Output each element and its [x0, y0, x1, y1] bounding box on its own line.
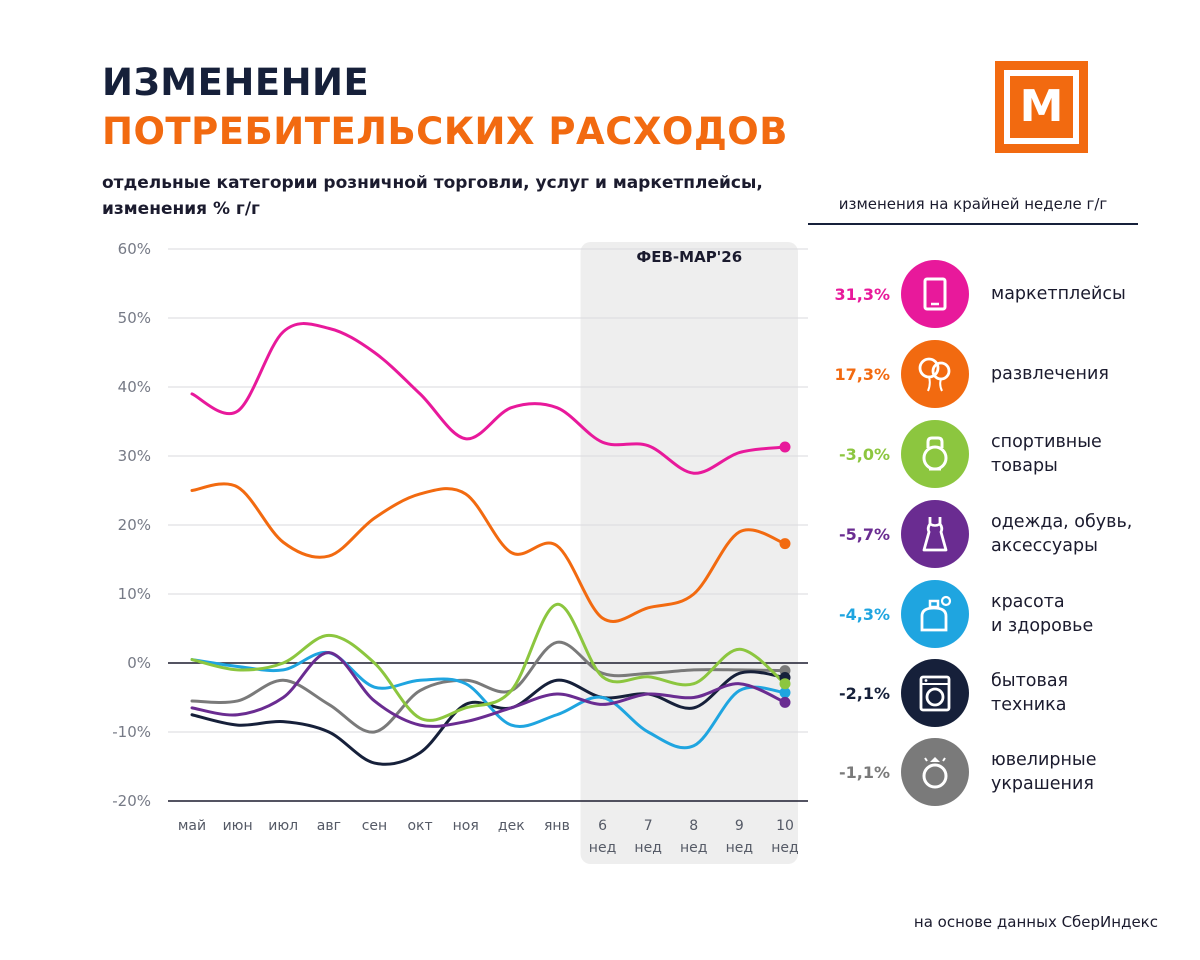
legend-item: -1,1% ювелирные украшения: [808, 738, 1138, 806]
tablet-icon: [901, 260, 969, 328]
legend-item: 31,3% маркетплейсы: [808, 260, 1138, 328]
x-tick-label: 8: [689, 818, 698, 834]
x-tick-label: сен: [362, 818, 387, 834]
x-tick-label: янв: [544, 818, 570, 834]
x-tick-label: 7: [644, 818, 653, 834]
legend-item: 17,3% развлечения: [808, 340, 1138, 408]
title-line-2: ПОТРЕБИТЕЛЬСКИХ РАСХОДОВ: [102, 110, 788, 153]
x-tick-sublabel: нед: [771, 840, 798, 856]
legend-label-line2: техника: [991, 695, 1067, 715]
series-line: [190, 322, 787, 475]
series-line: [190, 650, 787, 750]
legend-header: изменения на крайней неделе г/г: [838, 195, 1108, 213]
legend-item: -5,7% одежда, обувь, аксессуары: [808, 500, 1138, 568]
y-tick-label: -10%: [112, 723, 151, 741]
legend-label: одежда, обувь, аксессуары: [991, 500, 1141, 568]
washing-machine-icon: [901, 659, 969, 727]
line-chart: ФЕВ-МАР'26 60% 50% 40% 30% 20% 10% 0% -10% -20% ма…: [112, 240, 808, 864]
legend-value: -5,7%: [838, 524, 890, 544]
series-end-point: [779, 687, 791, 699]
title-line-1: ИЗМЕНЕНИЕ: [102, 61, 370, 104]
x-tick-label: май: [178, 818, 206, 834]
x-tick-label: июл: [268, 818, 298, 834]
legend-item: -3,0% спортивные товары: [808, 420, 1138, 488]
legend-label: развлечения: [991, 340, 1141, 408]
legend-label: красота и здоровье: [991, 580, 1141, 648]
x-tick-sublabel: нед: [680, 840, 707, 856]
legend-label: бытовая техника: [991, 659, 1141, 727]
legend-label-line1: спортивные: [991, 432, 1102, 452]
ring-icon: [901, 738, 969, 806]
series-end-point: [779, 678, 791, 690]
legend-label: ювелирные украшения: [991, 738, 1141, 806]
balloons-icon: [901, 340, 969, 408]
y-tick-label: 0%: [127, 654, 151, 672]
highlight-label: ФЕВ-МАР'26: [636, 248, 742, 266]
data-source-note: на основе данных СберИндекс: [913, 913, 1158, 931]
dress-icon: [901, 500, 969, 568]
legend-value: -4,3%: [838, 604, 890, 624]
x-tick-sublabel: нед: [726, 840, 753, 856]
legend-divider: [808, 223, 1138, 225]
legend-label-line2: аксессуары: [991, 536, 1098, 556]
series-end-point: [779, 441, 791, 453]
legend-label: спортивные товары: [991, 420, 1141, 488]
x-tick-label: 9: [735, 818, 744, 834]
series-line: [190, 651, 787, 728]
series-line: [190, 482, 787, 623]
legend-label: маркетплейсы: [991, 260, 1141, 328]
logo-letter: М: [1004, 70, 1079, 144]
series-end-point: [779, 696, 791, 708]
legend-label-line2: и здоровье: [991, 616, 1094, 636]
y-tick-label: -20%: [112, 792, 151, 810]
series-line: [190, 640, 787, 734]
y-tick-label: 40%: [118, 378, 151, 396]
legend-label-line2: украшения: [991, 774, 1094, 794]
legend-label-line1: красота: [991, 592, 1065, 612]
legend-label-line1: ювелирные: [991, 750, 1097, 770]
x-tick-label: 10: [776, 818, 794, 834]
x-tick-label: 6: [598, 818, 607, 834]
legend-label-line1: бытовая: [991, 671, 1069, 691]
x-tick-label: дек: [498, 818, 525, 834]
x-tick-sublabel: нед: [634, 840, 661, 856]
y-tick-label: 20%: [118, 516, 151, 534]
legend-value: 31,3%: [834, 284, 890, 304]
y-tick-label: 10%: [118, 585, 151, 603]
x-tick-label: июн: [223, 818, 253, 834]
chart-subtitle: отдельные категории розничной торговли, …: [102, 173, 763, 219]
x-tick-label: ноя: [453, 818, 479, 834]
kettlebell-icon: [901, 420, 969, 488]
series-line: [190, 602, 787, 722]
x-tick-label: авг: [317, 818, 341, 834]
legend-item: -4,3% красота и здоровье: [808, 580, 1138, 648]
y-tick-label: 60%: [118, 240, 151, 258]
perfume-icon: [901, 580, 969, 648]
legend-item: -2,1% бытовая техника: [808, 659, 1138, 727]
legend-value: -2,1%: [838, 683, 890, 703]
legend-value: -3,0%: [838, 444, 890, 464]
brand-m-logo-icon: М: [995, 61, 1088, 153]
legend-label-line1: развлечения: [991, 364, 1109, 384]
series-end-point: [779, 538, 791, 550]
legend-value: 17,3%: [834, 364, 890, 384]
legend-label-line2: товары: [991, 456, 1058, 476]
highlight-panel: [580, 242, 798, 864]
y-tick-label: 50%: [118, 309, 151, 327]
x-tick-sublabel: нед: [589, 840, 616, 856]
legend-value: -1,1%: [838, 762, 890, 782]
legend-label-line1: маркетплейсы: [991, 284, 1126, 304]
y-tick-label: 30%: [118, 447, 151, 465]
x-tick-label: окт: [407, 818, 432, 834]
legend-label-line1: одежда, обувь,: [991, 512, 1133, 532]
